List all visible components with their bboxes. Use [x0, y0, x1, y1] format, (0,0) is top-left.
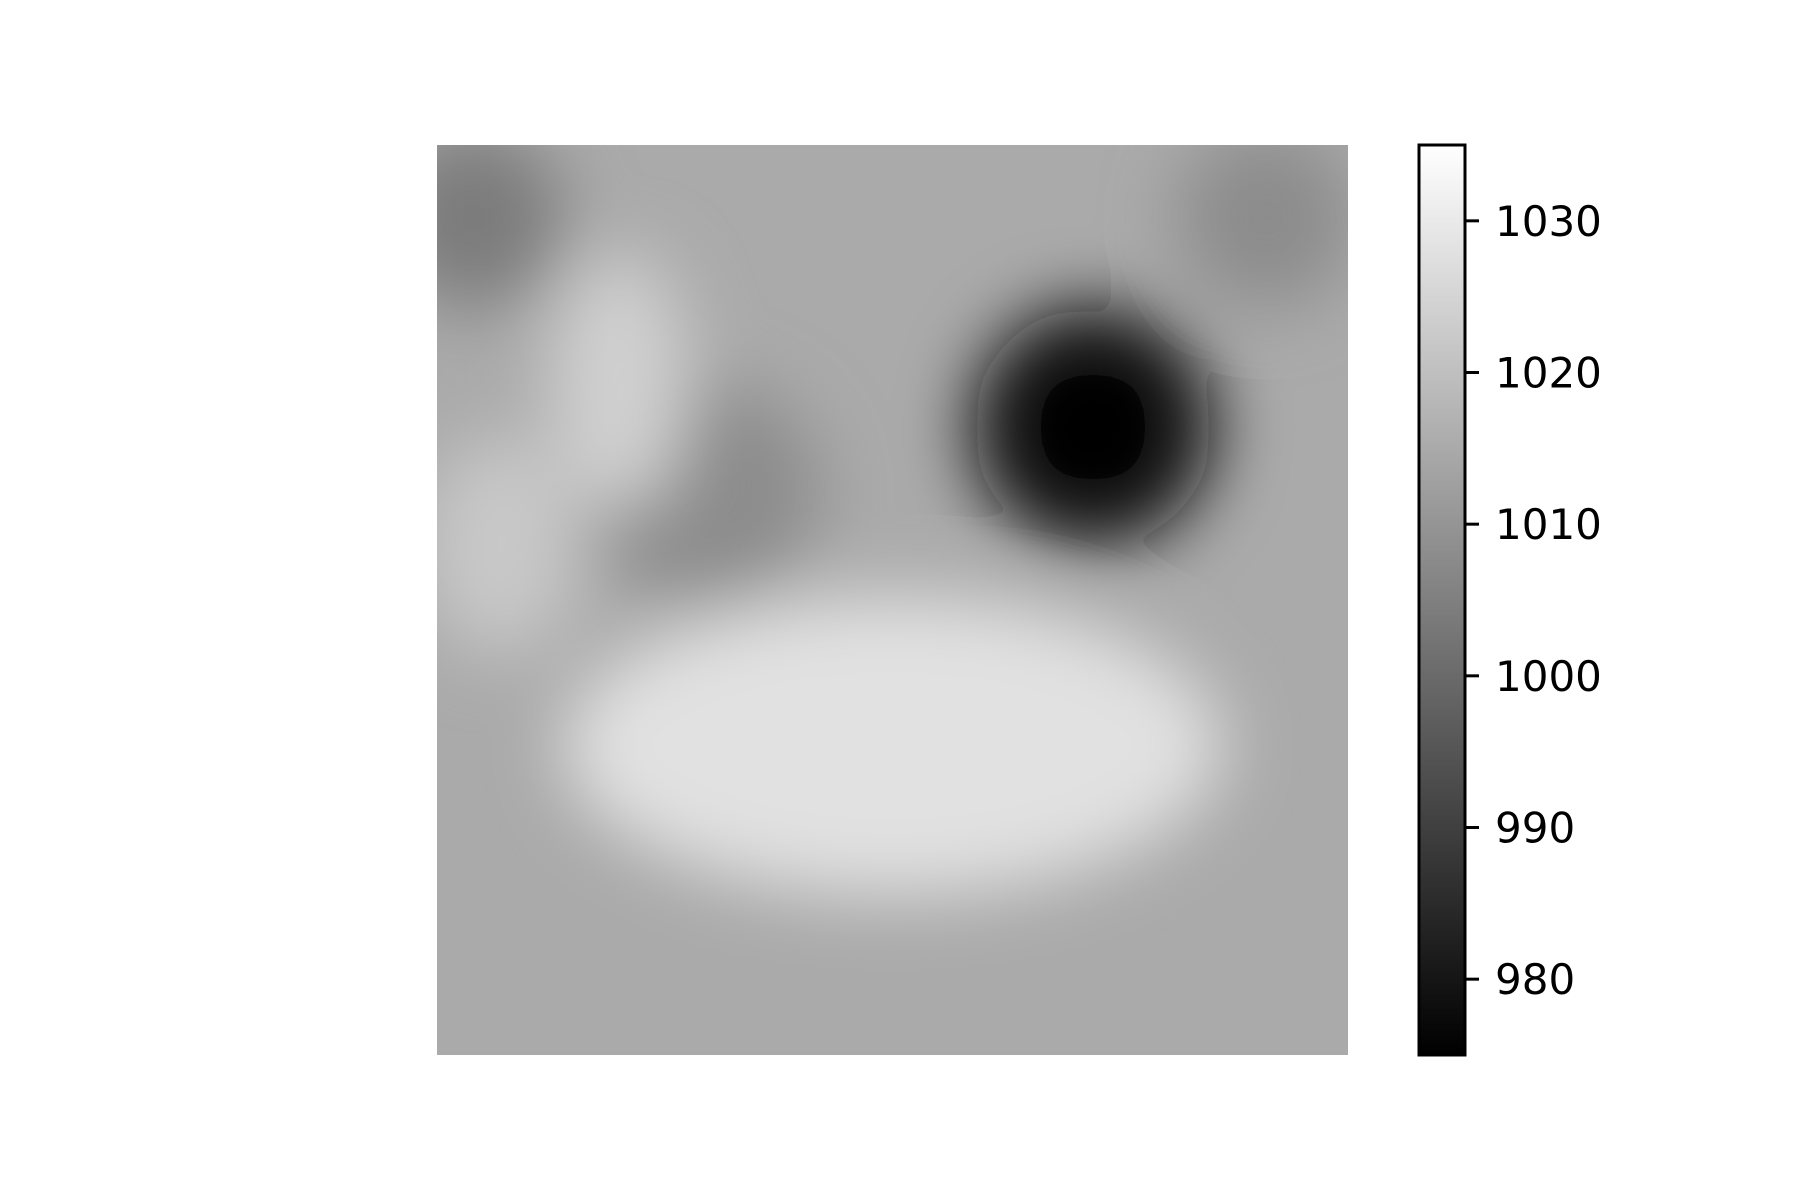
colorbar-tick-label: 1020: [1495, 349, 1602, 398]
colorbar-tick-label: 990: [1495, 804, 1575, 853]
colorbar-tick-label: 1030: [1495, 197, 1602, 246]
high-pressure-region-6: [437, 435, 581, 656]
colorbar-tick-label: 1000: [1495, 652, 1602, 701]
colorbar: 980 990 1000 1010 1020 1030: [1417, 143, 1602, 1057]
low-pressure-region-3: [1176, 145, 1348, 308]
low-pressure-core: [1037, 372, 1148, 483]
high-pressure-region-4: [562, 595, 1223, 896]
colorbar-tick-label: 1010: [1495, 500, 1602, 549]
colorbar-gradient: [1417, 143, 1467, 1057]
high-pressure-region-5: [549, 251, 690, 512]
heatmap-image: [437, 145, 1348, 1055]
low-pressure-region-2: [437, 145, 564, 308]
colorbar-tick-label: 980: [1495, 955, 1575, 1004]
